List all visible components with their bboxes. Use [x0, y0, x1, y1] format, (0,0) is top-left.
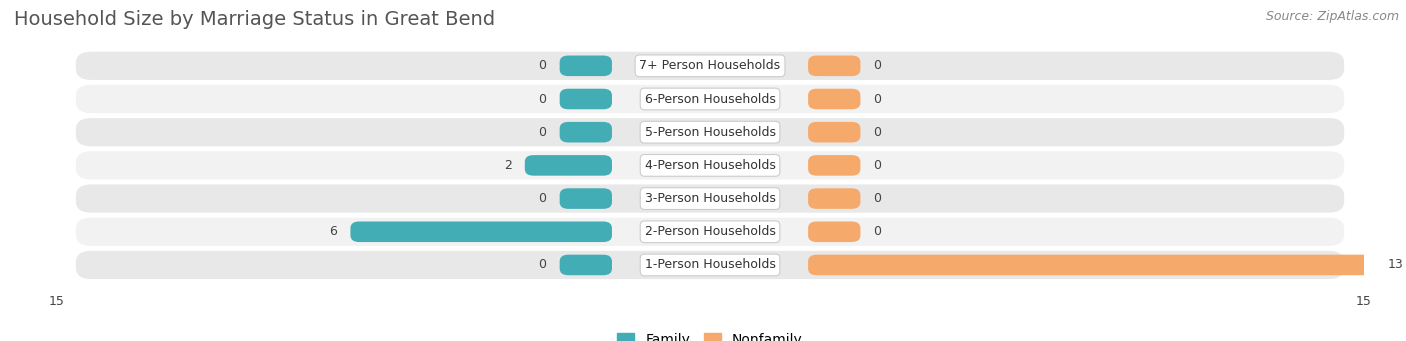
- Text: 1-Person Households: 1-Person Households: [644, 258, 776, 271]
- Legend: Family, Nonfamily: Family, Nonfamily: [612, 327, 808, 341]
- Text: Household Size by Marriage Status in Great Bend: Household Size by Marriage Status in Gre…: [14, 10, 495, 29]
- FancyBboxPatch shape: [560, 122, 612, 143]
- Text: 0: 0: [873, 59, 882, 72]
- FancyBboxPatch shape: [808, 221, 860, 242]
- FancyBboxPatch shape: [808, 155, 860, 176]
- FancyBboxPatch shape: [808, 56, 860, 76]
- FancyBboxPatch shape: [808, 255, 1375, 275]
- FancyBboxPatch shape: [808, 89, 860, 109]
- Text: 0: 0: [873, 192, 882, 205]
- Text: 6: 6: [329, 225, 337, 238]
- Text: 5-Person Households: 5-Person Households: [644, 126, 776, 139]
- FancyBboxPatch shape: [560, 89, 612, 109]
- Text: Source: ZipAtlas.com: Source: ZipAtlas.com: [1265, 10, 1399, 23]
- Text: 0: 0: [538, 258, 547, 271]
- Text: 0: 0: [538, 126, 547, 139]
- FancyBboxPatch shape: [808, 188, 860, 209]
- FancyBboxPatch shape: [560, 56, 612, 76]
- Text: 0: 0: [538, 59, 547, 72]
- Text: 0: 0: [538, 192, 547, 205]
- FancyBboxPatch shape: [76, 251, 1344, 279]
- Text: 4-Person Households: 4-Person Households: [644, 159, 776, 172]
- FancyBboxPatch shape: [560, 255, 612, 275]
- Text: 6-Person Households: 6-Person Households: [644, 92, 776, 105]
- Text: 7+ Person Households: 7+ Person Households: [640, 59, 780, 72]
- FancyBboxPatch shape: [560, 188, 612, 209]
- Text: 0: 0: [873, 225, 882, 238]
- Text: 0: 0: [873, 126, 882, 139]
- Text: 2: 2: [503, 159, 512, 172]
- FancyBboxPatch shape: [76, 218, 1344, 246]
- Text: 13: 13: [1388, 258, 1403, 271]
- FancyBboxPatch shape: [76, 118, 1344, 146]
- FancyBboxPatch shape: [808, 122, 860, 143]
- FancyBboxPatch shape: [76, 85, 1344, 113]
- FancyBboxPatch shape: [524, 155, 612, 176]
- Text: 0: 0: [873, 159, 882, 172]
- FancyBboxPatch shape: [76, 184, 1344, 213]
- Text: 2-Person Households: 2-Person Households: [644, 225, 776, 238]
- Text: 3-Person Households: 3-Person Households: [644, 192, 776, 205]
- FancyBboxPatch shape: [76, 151, 1344, 179]
- Text: 0: 0: [538, 92, 547, 105]
- FancyBboxPatch shape: [350, 221, 612, 242]
- FancyBboxPatch shape: [76, 52, 1344, 80]
- Text: 0: 0: [873, 92, 882, 105]
